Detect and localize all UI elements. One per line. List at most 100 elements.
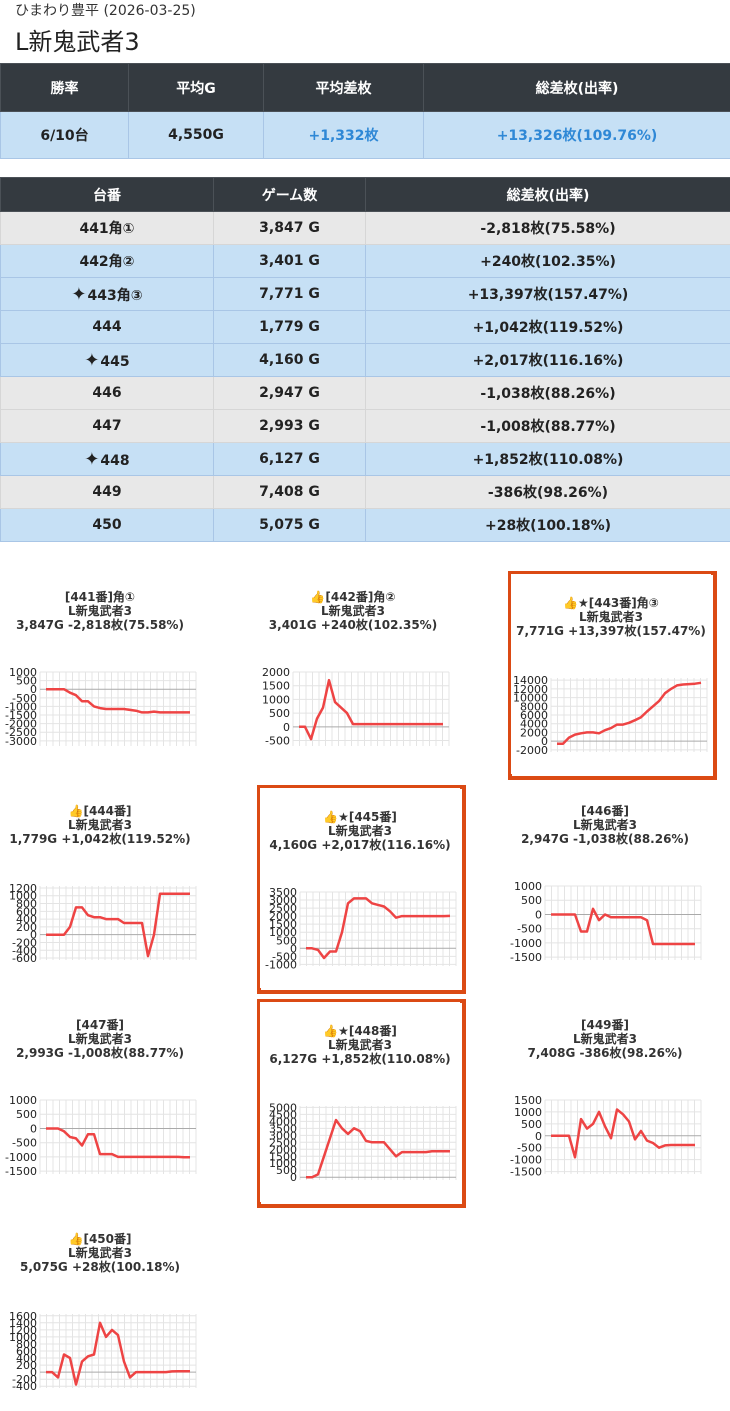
y-tick-label: -400 — [12, 1380, 37, 1393]
chart-title-text: [441番]角① — [64, 590, 136, 604]
chart-card[interactable]: 👍★[443番]角③ L新鬼武者3 7,771G +13,397枚(157.47%)… — [511, 574, 711, 774]
table-row: ✦443角③ 7,771 G +13,397枚(157.47%) — [0, 277, 730, 311]
y-tick-label: -1000 — [265, 958, 297, 971]
machine-number-cell[interactable]: 446 — [0, 376, 214, 410]
y-tick-label: 500 — [521, 894, 542, 907]
col-win-rate: 勝率 — [0, 63, 129, 112]
chart-header: 👍★[443番]角③ L新鬼武者3 7,771G +13,397枚(157.47%) — [511, 596, 711, 638]
chart-card[interactable]: 👍[442番]角② L新鬼武者3 3,401G +240枚(102.35%) 2000… — [253, 568, 453, 768]
y-tick-label: 0 — [290, 1171, 297, 1184]
y-tick-label: 1000 — [269, 1157, 297, 1170]
y-tick-label: 500 — [276, 1164, 297, 1177]
chart-model: L新鬼武者3 — [321, 604, 385, 618]
chart-header: [446番] L新鬼武者3 2,947G -1,038枚(88.26%) — [505, 804, 705, 846]
y-tick-label: 0 — [283, 721, 290, 734]
y-tick-label: -1500 — [510, 951, 542, 964]
y-tick-label: 0 — [290, 942, 297, 955]
chart-model: L新鬼武者3 — [573, 1032, 637, 1046]
machine-number-cell[interactable]: 450 — [0, 508, 214, 542]
diff-cell: +240枚(102.35%) — [365, 244, 730, 278]
machine-number: 446 — [92, 385, 122, 401]
diff-cell: +1,852枚(110.08%) — [365, 442, 730, 476]
y-tick-label: -500 — [265, 735, 290, 748]
chart-stats: 4,160G +2,017枚(116.16%) — [269, 838, 451, 852]
chart-card[interactable]: 👍★[448番] L新鬼武者3 6,127G +1,852枚(110.08%) 500… — [260, 1002, 460, 1202]
chart-stats: 3,847G -2,818枚(75.58%) — [16, 618, 184, 632]
chart-card[interactable]: 👍[444番] L新鬼武者3 1,779G +1,042枚(119.52%) 1200… — [0, 782, 200, 982]
machine-number-cell[interactable]: 449 — [0, 475, 214, 509]
y-tick-label: 1000 — [9, 1094, 37, 1107]
machine-number: 448 — [100, 452, 130, 469]
avg-diff-value: +1,332枚 — [263, 111, 424, 159]
y-tick-label: -500 — [272, 950, 297, 963]
y-tick-label: 1500 — [269, 918, 297, 931]
chart-title: [447番] — [0, 1018, 200, 1032]
y-tick-label: 2500 — [269, 1136, 297, 1149]
y-tick-label: 1600 — [9, 1310, 37, 1323]
machine-number-cell[interactable]: 447 — [0, 409, 214, 443]
games-cell: 5,075 G — [213, 508, 366, 542]
summary-value-row: 6/10台 4,550G +1,332枚 +13,326枚(109.76%) — [0, 111, 730, 159]
y-tick-label: -1500 — [5, 1165, 37, 1178]
chart-card[interactable]: 👍★[445番] L新鬼武者3 4,160G +2,017枚(116.16%) 350… — [260, 788, 460, 988]
y-tick-label: 1000 — [514, 880, 542, 893]
machine-number: 449 — [92, 484, 122, 500]
games-cell: 2,993 G — [213, 409, 366, 443]
y-tick-label: 1400 — [9, 1317, 37, 1330]
win-rate-value: 6/10台 — [0, 111, 129, 159]
y-tick-label: -2000 — [5, 718, 37, 731]
machine-number: 443角③ — [87, 287, 143, 304]
chart-stats: 7,408G -386枚(98.26%) — [527, 1046, 683, 1060]
chart-card[interactable]: [447番] L新鬼武者3 2,993G -1,008枚(88.77%) 1000 50… — [0, 996, 200, 1196]
machine-number-cell[interactable]: 442角② — [0, 244, 214, 278]
chart-card[interactable]: [446番] L新鬼武者3 2,947G -1,038枚(88.26%) 1000 50… — [505, 782, 705, 982]
col-avg-games: 平均G — [128, 63, 264, 112]
col-total-diff: 総差枚(出率) — [423, 63, 730, 112]
chart-card[interactable]: [449番] L新鬼武者3 7,408G -386枚(98.26%) 1500 1000… — [505, 996, 705, 1196]
chart-header: 👍[444番] L新鬼武者3 1,779G +1,042枚(119.52%) — [0, 804, 200, 846]
y-tick-label: -1500 — [510, 1166, 542, 1179]
y-tick-label: 1500 — [514, 1094, 542, 1107]
y-tick-label: 4000 — [269, 1115, 297, 1128]
chart-stats: 2,993G -1,008枚(88.77%) — [16, 1046, 184, 1060]
total-diff-value: +13,326枚(109.76%) — [423, 111, 730, 159]
y-tick-label: 4000 — [520, 718, 548, 731]
series-line — [557, 681, 702, 745]
y-tick-label: -1000 — [5, 1151, 37, 1164]
machine-number-cell[interactable]: ✦443角③ — [0, 277, 214, 311]
chart-model: L新鬼武者3 — [68, 1032, 132, 1046]
thumbs-up-star-icon: 👍★ — [323, 1024, 349, 1038]
y-tick-label: 1000 — [269, 926, 297, 939]
series-line — [46, 1127, 190, 1159]
diff-cell: -1,038枚(88.26%) — [365, 376, 730, 410]
games-cell: 1,779 G — [213, 310, 366, 344]
machine-number-cell[interactable]: ✦445 — [0, 343, 214, 377]
machine-number-cell[interactable]: ✦448 — [0, 442, 214, 476]
chart-card[interactable]: [441番]角① L新鬼武者3 3,847G -2,818枚(75.58%) 1000… — [0, 568, 200, 768]
table-row: 446 2,947 G -1,038枚(88.26%) — [0, 376, 730, 410]
diff-cell: +1,042枚(119.52%) — [365, 310, 730, 344]
y-tick-label: 0 — [541, 735, 548, 748]
machine-number-cell[interactable]: 444 — [0, 310, 214, 344]
chart-title: [441番]角① — [0, 590, 200, 604]
machine-header-row: 台番 ゲーム数 総差枚(出率) — [0, 177, 730, 212]
machine-number-cell[interactable]: 441角① — [0, 211, 214, 245]
chart-header: 👍[442番]角② L新鬼武者3 3,401G +240枚(102.35%) — [253, 590, 453, 632]
chart-title-text: [442番]角② — [325, 590, 396, 604]
table-row: 444 1,779 G +1,042枚(119.52%) — [0, 310, 730, 344]
games-cell: 4,160 G — [213, 343, 366, 377]
chart-header: [441番]角① L新鬼武者3 3,847G -2,818枚(75.58%) — [0, 590, 200, 632]
chart-model: L新鬼武者3 — [68, 1246, 132, 1260]
chart-title: [446番] — [505, 804, 705, 818]
chart-card[interactable]: 👍[450番] L新鬼武者3 5,075G +28枚(100.18%) 1600 140… — [0, 1210, 200, 1410]
page-title: L新鬼武者3 — [15, 28, 140, 56]
y-tick-label: 2000 — [262, 666, 290, 679]
games-cell: 7,771 G — [213, 277, 366, 311]
thumbs-up-star-icon: 👍 — [68, 804, 84, 818]
diff-cell: +28枚(100.18%) — [365, 508, 730, 542]
chart-title-text: [443番]角③ — [588, 596, 659, 610]
y-tick-label: 8000 — [520, 700, 548, 713]
